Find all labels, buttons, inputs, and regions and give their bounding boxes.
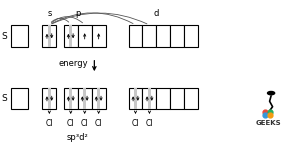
Bar (170, 88, 184, 109)
Bar (69, 25, 73, 47)
Text: Cl: Cl (146, 119, 153, 128)
Bar (42, 25, 56, 47)
Bar (156, 88, 170, 109)
Bar (64, 25, 78, 47)
Text: Cl: Cl (81, 119, 88, 128)
Bar (11, 25, 28, 47)
Bar (184, 88, 198, 109)
Text: s: s (47, 9, 52, 18)
Bar (142, 25, 156, 47)
Bar (170, 25, 184, 47)
Bar (11, 88, 28, 109)
Bar (64, 88, 78, 109)
Text: Cl: Cl (132, 119, 139, 128)
Bar (69, 88, 73, 109)
Bar (156, 25, 170, 47)
Bar (42, 88, 56, 109)
Bar (128, 88, 142, 109)
Text: energy: energy (59, 59, 88, 68)
Bar (48, 25, 51, 47)
Text: Cl: Cl (67, 119, 74, 128)
Text: Cl: Cl (46, 119, 53, 128)
Bar (78, 25, 92, 47)
Text: Cl: Cl (95, 119, 102, 128)
Text: d: d (154, 9, 159, 18)
Bar (78, 88, 92, 109)
Bar (134, 88, 137, 109)
Circle shape (268, 92, 275, 95)
Bar (92, 88, 106, 109)
Text: sp³d²: sp³d² (67, 133, 88, 142)
Bar (97, 88, 101, 109)
Bar (184, 25, 198, 47)
Bar (83, 88, 86, 109)
Bar (128, 25, 142, 47)
Text: p: p (75, 9, 80, 18)
Bar (92, 25, 106, 47)
Text: GEEKS: GEEKS (255, 120, 281, 126)
Text: S: S (2, 32, 8, 40)
Bar (142, 88, 156, 109)
Bar (148, 88, 151, 109)
Text: S: S (2, 94, 8, 103)
Bar (48, 88, 51, 109)
